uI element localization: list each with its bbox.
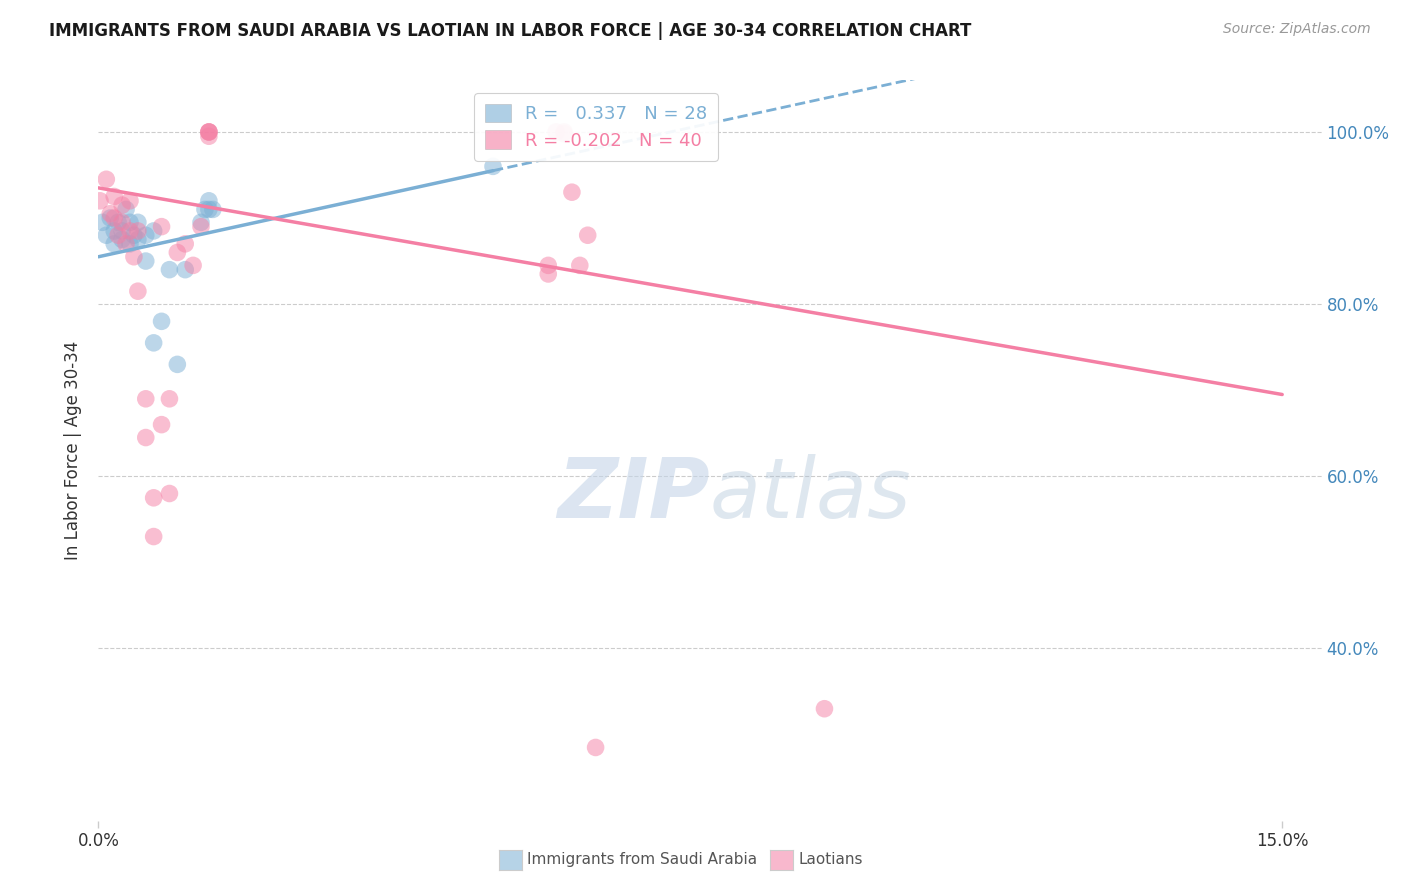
Point: [194, 202, 217, 217]
Point: [103, 189, 125, 203]
Point: [96, 172, 118, 186]
Point: [190, 215, 212, 229]
Point: [150, 314, 173, 328]
Text: Immigrants from Saudi Arabia: Immigrants from Saudi Arabia: [527, 853, 758, 867]
Point: [135, 431, 157, 445]
Point: [135, 228, 157, 243]
Point: [201, 202, 224, 217]
Point: [127, 224, 149, 238]
Text: IMMIGRANTS FROM SAUDI ARABIA VS LAOTIAN IN LABOR FORCE | AGE 30-34 CORRELATION C: IMMIGRANTS FROM SAUDI ARABIA VS LAOTIAN …: [49, 22, 972, 40]
Point: [98, 211, 121, 225]
Point: [198, 125, 221, 139]
Point: [537, 259, 560, 273]
Point: [174, 236, 197, 251]
Text: Source: ZipAtlas.com: Source: ZipAtlas.com: [1223, 22, 1371, 37]
Point: [118, 194, 141, 208]
Point: [561, 185, 583, 199]
Legend: R =   0.337   N = 28, R = -0.202   N = 40: R = 0.337 N = 28, R = -0.202 N = 40: [474, 93, 718, 161]
Point: [118, 236, 141, 251]
Point: [142, 224, 165, 238]
Point: [159, 262, 181, 277]
Point: [198, 202, 221, 217]
Point: [89, 194, 111, 208]
Point: [107, 228, 129, 243]
Point: [111, 233, 134, 247]
Point: [482, 160, 505, 174]
Point: [537, 267, 560, 281]
Point: [103, 211, 125, 225]
Point: [122, 250, 145, 264]
Point: [190, 219, 212, 234]
Point: [122, 228, 145, 243]
Point: [118, 215, 141, 229]
Point: [174, 262, 197, 277]
Point: [91, 215, 114, 229]
Point: [103, 236, 125, 251]
Point: [142, 530, 165, 544]
Point: [150, 219, 173, 234]
Point: [111, 224, 134, 238]
Text: ZIP: ZIP: [557, 454, 710, 535]
Point: [546, 125, 568, 139]
Point: [553, 125, 575, 139]
Point: [813, 702, 835, 716]
Y-axis label: In Labor Force | Age 30-34: In Labor Force | Age 30-34: [65, 341, 83, 560]
Point: [198, 125, 221, 139]
Point: [127, 233, 149, 247]
Point: [115, 202, 138, 217]
Point: [585, 740, 607, 755]
Point: [159, 486, 181, 500]
Point: [107, 215, 129, 229]
Point: [142, 335, 165, 350]
Point: [553, 127, 575, 141]
Point: [166, 245, 188, 260]
Point: [115, 236, 138, 251]
Point: [96, 228, 118, 243]
Point: [198, 125, 221, 139]
Point: [135, 254, 157, 268]
Point: [576, 228, 599, 243]
Point: [98, 207, 121, 221]
Point: [111, 215, 134, 229]
Point: [103, 224, 125, 238]
Point: [198, 194, 221, 208]
Point: [118, 224, 141, 238]
Point: [135, 392, 157, 406]
Point: [181, 259, 204, 273]
Point: [127, 284, 149, 298]
Text: Laotians: Laotians: [799, 853, 863, 867]
Point: [127, 215, 149, 229]
Point: [111, 198, 134, 212]
Point: [166, 357, 188, 371]
Point: [198, 129, 221, 144]
Point: [159, 392, 181, 406]
Point: [150, 417, 173, 432]
Text: atlas: atlas: [710, 454, 911, 535]
Point: [568, 259, 591, 273]
Point: [142, 491, 165, 505]
